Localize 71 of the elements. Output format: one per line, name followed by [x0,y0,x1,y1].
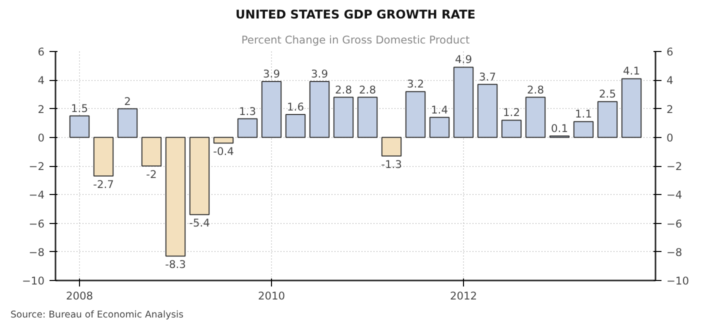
data-label: 1.2 [503,106,520,120]
data-label: -2 [146,168,157,181]
data-label: 1.4 [431,103,448,116]
y2-tick-label: −6 [666,217,682,230]
bar [189,136,210,216]
bar [213,136,234,144]
bar [525,96,546,138]
bar [141,136,162,166]
data-label: 3.7 [479,70,496,84]
y2-tick-label: 2 [666,102,674,116]
data-label: 2.8 [359,83,376,96]
chart-title: UNITED STATES GDP GROWTH RATE [236,8,476,22]
x-tick-label: 2012 [450,290,478,302]
data-label: 4.1 [623,64,640,78]
y2-tick-label: −10 [666,274,690,288]
y-tick-label: 2 [38,102,44,116]
bar [621,78,642,138]
source-note: Source: Bureau of Economic Analysis [10,310,184,320]
data-label: -2.7 [93,178,114,192]
chart-subtitle: Percent Change in Gross Domestic Product [241,34,470,46]
data-label: 2.5 [599,88,616,101]
bar [237,118,258,138]
bar [309,81,330,138]
bar [429,116,450,138]
data-label: 1.3 [239,104,256,118]
data-label: -0.4 [213,145,234,158]
data-label: 2.8 [527,83,544,96]
y-tick-label: −2 [28,160,45,173]
y-tick-label: 0 [38,131,45,144]
data-label: 2.8 [335,83,352,96]
data-label: 3.9 [311,68,328,81]
y2-tick-label: 4 [666,74,674,88]
data-label: 1.5 [71,102,88,115]
y-tick-label: −4 [28,188,45,202]
y2-tick-label: 0 [666,131,674,144]
bar [453,66,474,138]
y2-tick-label: 6 [666,46,674,58]
bar [501,120,522,138]
data-label: 3.9 [263,68,280,81]
data-label: -8.3 [165,258,186,272]
x-tick-label: 2010 [258,290,286,302]
bar [405,91,426,138]
y2-tick-label: −8 [666,246,682,259]
data-label: -1.3 [381,158,402,171]
y-tick-label: −6 [28,217,45,230]
bar [165,136,186,257]
bar [573,121,594,138]
y-tick-label: −8 [28,246,45,259]
data-label: -5.4 [189,216,210,230]
data-label: 1.6 [287,100,304,114]
bar [357,96,378,138]
y-tick-label: 4 [38,74,45,88]
data-label: 0.1 [551,122,568,135]
bar [381,136,402,156]
data-label: 1.1 [575,108,592,121]
y-tick-label: −10 [22,274,45,288]
y2-tick-label: −4 [666,188,682,202]
x-tick-label: 2008 [66,290,94,302]
data-label: 3.2 [407,78,424,91]
bar [333,96,354,138]
bar [477,84,498,138]
y-tick-label: 6 [38,46,45,58]
bar [597,101,618,138]
bar [117,108,138,138]
bar [93,136,114,177]
data-label: 4.9 [455,53,472,66]
data-label: 2 [124,94,131,108]
bar [69,115,90,138]
y2-tick-label: −2 [666,160,682,173]
bar [261,81,282,138]
bar [285,114,306,138]
